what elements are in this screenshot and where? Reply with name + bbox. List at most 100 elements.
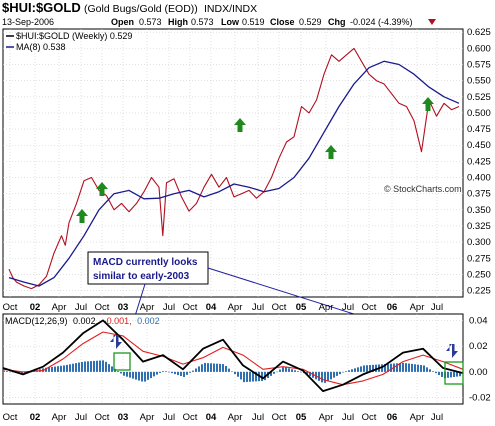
price-legend-label: $HUI:$GOLD (Weekly) 0.529 xyxy=(16,31,132,41)
macd-histogram-bar xyxy=(141,371,143,382)
macd-histogram-bar xyxy=(450,371,452,378)
macd-histogram-bar xyxy=(372,364,374,372)
macd-histogram-bar xyxy=(354,368,356,372)
macd-histogram-bar xyxy=(213,363,215,372)
macd-histogram-bar xyxy=(294,370,296,372)
header-exchange: INDX/INDX xyxy=(204,3,257,15)
macd-x-tick-label: Jul xyxy=(342,412,354,423)
price-y-tick-label: 0.550 xyxy=(467,76,491,87)
macd-histogram-bar xyxy=(135,371,137,380)
annotation-line1: MACD currently looks xyxy=(93,257,198,268)
macd-histogram-bar xyxy=(198,366,200,372)
macd-histogram-bar xyxy=(159,371,161,373)
macd-histogram-bar xyxy=(219,363,221,372)
macd-histogram-bar xyxy=(195,368,197,372)
price-x-tick-label: Apr xyxy=(228,302,243,313)
macd-histogram-bar xyxy=(168,371,170,373)
macd-x-tick-label: Jul xyxy=(163,412,175,423)
price-x-tick-label: Apr xyxy=(319,302,334,313)
price-y-tick-label: 0.425 xyxy=(467,156,491,167)
macd-histogram-bar xyxy=(228,368,230,372)
macd-histogram-bar xyxy=(210,363,212,372)
price-x-tick-label: Jul xyxy=(431,302,443,313)
price-y-tick-label: 0.625 xyxy=(467,27,491,38)
macd-histogram-bar xyxy=(246,371,248,382)
macd-histogram-bar xyxy=(348,370,350,372)
macd-panel xyxy=(2,313,464,405)
macd-histogram-bar xyxy=(342,371,344,373)
macd-histogram-bar xyxy=(138,371,140,381)
macd-histogram-bar xyxy=(111,366,113,372)
macd-x-tick-label: Apr xyxy=(140,412,155,423)
macd-histogram-bar xyxy=(435,371,437,374)
macd-histogram-bar xyxy=(102,360,104,372)
price-y-tick-label: 0.475 xyxy=(467,124,491,135)
green-up-arrow-icon xyxy=(422,97,434,111)
macd-histogram-bar xyxy=(249,371,251,382)
macd-histogram-bar xyxy=(276,371,278,373)
macd-histogram-bar xyxy=(243,371,245,383)
macd-histogram-bar xyxy=(3,370,5,372)
header-low: 0.519 xyxy=(242,17,265,27)
price-y-tick-label: 0.275 xyxy=(467,253,491,264)
macd-histogram-bar xyxy=(309,371,311,377)
macd-x-tick-label: 03 xyxy=(118,412,129,423)
macd-histogram-bar xyxy=(273,371,275,374)
macd-x-tick-label: 06 xyxy=(387,412,398,423)
macd-histogram-bar xyxy=(240,371,242,380)
macd-histogram-bar xyxy=(423,365,425,372)
macd-histogram-bar xyxy=(162,371,164,372)
macd-histogram-bar xyxy=(432,371,434,372)
macd-histogram-bar xyxy=(234,371,236,375)
price-y-tick-label: 0.600 xyxy=(467,43,491,54)
macd-histogram-bar xyxy=(84,361,86,372)
macd-histogram-bar xyxy=(270,371,272,376)
highlight-box xyxy=(113,352,131,371)
macd-histogram-bar xyxy=(321,371,323,383)
macd-x-tick-label: Oct xyxy=(272,412,287,423)
header-chg: -0.024 (-4.39%) xyxy=(350,17,413,27)
macd-series-layer xyxy=(2,319,464,393)
macd-histogram-bar xyxy=(45,367,47,372)
header-date: 13-Sep-2006 xyxy=(2,17,54,27)
macd-histogram-bar xyxy=(108,364,110,372)
price-panel xyxy=(2,28,464,298)
macd-histogram-bar xyxy=(96,360,98,372)
macd-x-tick-label: 04 xyxy=(206,412,217,423)
macd-legend: MACD(12,26,9) 0.002, -0.001, 0.002 xyxy=(5,316,160,326)
price-x-tick-label: 03 xyxy=(118,302,129,313)
green-up-arrow-icon xyxy=(96,182,108,196)
macd-histogram-bar xyxy=(6,371,8,372)
macd-x-tick-label: 02 xyxy=(30,412,41,423)
macd-y-tick-label: -0.02 xyxy=(469,393,491,404)
macd-histogram-bar xyxy=(411,363,413,372)
macd-histogram-bar xyxy=(105,361,107,372)
price-y-tick-label: 0.575 xyxy=(467,60,491,71)
macd-histogram-bar xyxy=(390,363,392,372)
price-y-tick-label: 0.300 xyxy=(467,237,491,248)
price-x-tick-label: 02 xyxy=(30,302,41,313)
price-y-tick-label: 0.225 xyxy=(467,286,491,297)
macd-histogram-bar xyxy=(255,371,257,382)
macd-x-tick-label: Apr xyxy=(410,412,425,423)
macd-histogram-bar xyxy=(288,368,290,372)
macd-histogram-bar xyxy=(261,371,263,381)
price-x-tick-label: Oct xyxy=(183,302,198,313)
price-x-tick-label: Oct xyxy=(3,302,18,313)
macd-x-tick-label: Jul xyxy=(252,412,264,423)
macd-histogram-bar xyxy=(129,371,131,378)
macd-histogram-bar xyxy=(78,362,80,372)
macd-histogram-bar xyxy=(48,367,50,372)
macd-histogram-bar xyxy=(237,371,239,377)
macd-histogram-bar xyxy=(183,371,185,377)
blue-down-arrow-icon xyxy=(446,344,458,358)
macd-histogram-bar xyxy=(300,371,302,373)
header-open-label: Open xyxy=(111,17,134,27)
macd-histogram-bar xyxy=(351,369,353,372)
macd-histogram-bar xyxy=(81,361,83,372)
macd-histogram-bar xyxy=(414,364,416,372)
price-x-axis: Oct 02 Apr Jul Oct 03 Apr Jul Oct 04 Apr Jul Oct 05 Ap… xyxy=(3,302,443,313)
macd-histogram-bar xyxy=(144,371,146,382)
macd-histogram-bar xyxy=(171,371,173,374)
macd-histogram-bar xyxy=(54,366,56,372)
